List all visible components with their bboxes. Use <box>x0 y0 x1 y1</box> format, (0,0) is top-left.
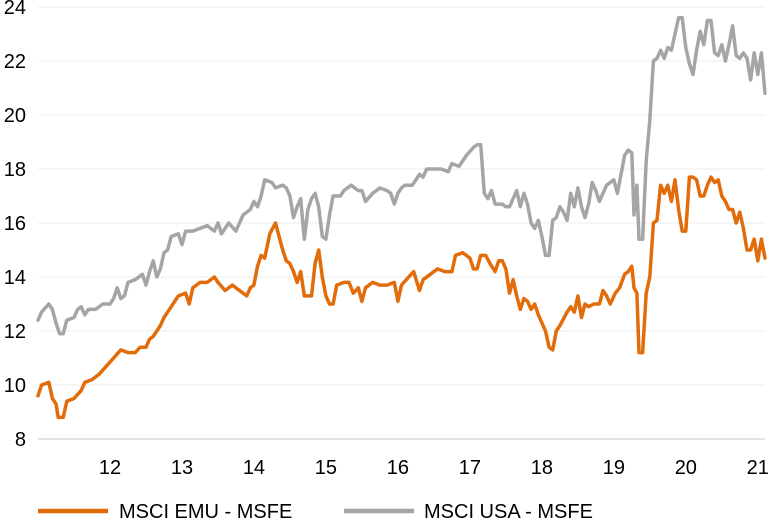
x-tick-label: 12 <box>99 457 121 479</box>
y-tick-label: 8 <box>15 429 26 451</box>
x-tick-label: 20 <box>675 457 697 479</box>
x-tick-label: 15 <box>315 457 337 479</box>
x-tick-label: 21 <box>747 457 769 479</box>
y-tick-label: 22 <box>4 51 26 73</box>
y-tick-label: 12 <box>4 321 26 343</box>
x-tick-label: 19 <box>603 457 625 479</box>
x-tick-label: 17 <box>459 457 481 479</box>
x-tick-label: 16 <box>387 457 409 479</box>
x-tick-label: 18 <box>531 457 553 479</box>
y-tick-label: 20 <box>4 105 26 127</box>
gridlines <box>38 6 765 386</box>
series-layer <box>36 16 767 420</box>
y-tick-label: 10 <box>4 375 26 397</box>
x-tick-label: 14 <box>243 457 265 479</box>
legend-label-emu: MSCI EMU - MSFE <box>119 501 292 523</box>
y-axis: 8 10 12 14 16 18 20 22 24 <box>4 0 26 451</box>
x-tick-label: 13 <box>171 457 193 479</box>
legend-item-emu: MSCI EMU - MSFE <box>38 501 292 523</box>
series-line-msci-emu <box>36 175 767 420</box>
y-tick-label: 24 <box>4 0 26 19</box>
legend: MSCI EMU - MSFE MSCI USA - MSFE <box>38 501 593 523</box>
y-tick-label: 16 <box>4 213 26 235</box>
y-tick-label: 14 <box>4 267 26 289</box>
series-line-msci-usa <box>36 16 767 336</box>
x-axis: 12 13 14 15 16 17 18 19 20 21 <box>38 438 769 479</box>
legend-item-usa: MSCI USA - MSFE <box>344 501 593 523</box>
legend-label-usa: MSCI USA - MSFE <box>424 501 593 523</box>
y-tick-label: 18 <box>4 159 26 181</box>
